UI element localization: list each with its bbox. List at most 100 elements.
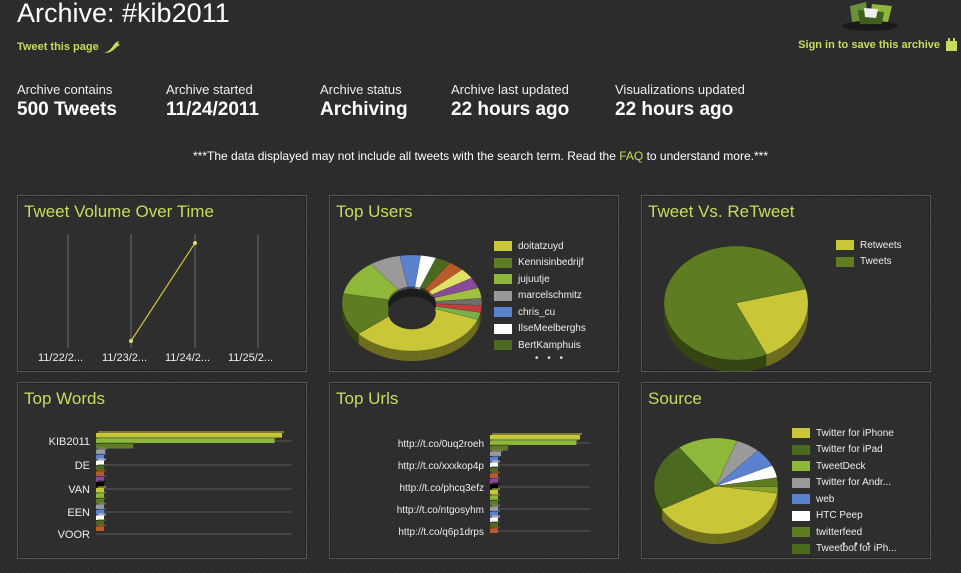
legend-label: doitatzuyd (518, 240, 564, 252)
word-label: VOOR (57, 529, 90, 541)
legend-label: IlseMeelberghs (518, 323, 586, 335)
bar (490, 446, 508, 451)
word-label: EEN (67, 507, 90, 519)
page-title: Archive: #kib2011 (17, 0, 230, 28)
legend-item: Retweets (836, 237, 902, 254)
legend-label: jujuutje (518, 273, 550, 285)
tweet-vs-retweet-legend: Retweets Tweets (836, 237, 902, 270)
legend-swatch (836, 256, 854, 267)
data-point (193, 241, 197, 245)
legend-swatch (792, 527, 810, 538)
bar-top (492, 493, 500, 496)
bar (490, 462, 498, 467)
legend-swatch (792, 543, 810, 554)
bar (96, 499, 104, 504)
legend-more[interactable]: • • • (842, 539, 874, 550)
stat-value: Archiving (320, 99, 408, 120)
url-label[interactable]: http://t.co/phcq3efz (399, 483, 485, 494)
legend-label: Kennisinbedrijf (518, 257, 584, 269)
legend-item: web (792, 491, 897, 508)
bar (96, 477, 104, 482)
url-label[interactable]: http://t.co/ntgosyhm (396, 505, 484, 516)
legend-item: Twitter for iPhone (792, 425, 897, 442)
url-label[interactable]: http://t.co/0uq2roeh (397, 439, 484, 450)
bird-icon (103, 41, 120, 53)
bar-top (492, 449, 504, 452)
legend-swatch (792, 428, 810, 439)
bar-top (98, 464, 106, 466)
bar (96, 521, 104, 526)
bar (96, 515, 104, 520)
bar (96, 493, 104, 498)
bar-top (492, 444, 510, 446)
bar (96, 482, 104, 487)
bar (490, 490, 498, 495)
pie-slice (399, 254, 422, 288)
stat-label: Archive last updated (451, 82, 569, 97)
bar-top (98, 442, 136, 444)
bar-top (492, 499, 500, 501)
top-users-legend: doitatzuyd Kennisinbedrijf jujuutje marcels… (494, 238, 586, 354)
panel-title: Source (648, 389, 702, 408)
notice-text-after: to understand more.*** (643, 149, 768, 163)
bar (490, 495, 498, 500)
bar (96, 504, 104, 509)
pie-slice (343, 263, 399, 301)
legend-label: TweetDeck (816, 460, 866, 472)
word-label: KIB2011 (48, 436, 90, 448)
url-label[interactable]: http://t.co/xxxkop4p (397, 461, 484, 472)
legend-swatch (792, 510, 810, 521)
legend-item: IlseMeelberghs (494, 321, 586, 338)
bar (490, 512, 498, 517)
pie-slice (661, 485, 778, 535)
panel-title: Top Urls (336, 389, 399, 408)
stat-value: 22 hours ago (451, 99, 570, 120)
legend-item: Twitter for iPad (792, 442, 897, 459)
bar-top (492, 504, 500, 507)
bar-top (492, 438, 579, 441)
legend-item: marcelschmitz (494, 288, 586, 305)
bar-top (98, 453, 106, 455)
pie-slice (678, 437, 738, 487)
pie-slice (715, 485, 779, 494)
faq-link[interactable]: FAQ (619, 149, 644, 163)
legend-label: BertKamphuis (518, 339, 581, 351)
save-icon (946, 38, 957, 51)
legend-swatch (494, 340, 512, 351)
legend-swatch (792, 494, 810, 505)
panel-source: Source Twitter for iPhone Twitter for iPa… (641, 382, 931, 559)
legend-item: TweetDeck (792, 458, 897, 475)
legend-label: HTC Peep (816, 510, 863, 522)
panel-top-words: Top Words KIB2011 DE VAN EEN VOOR (17, 382, 307, 559)
legend-label: Retweets (860, 239, 902, 251)
bar-top (492, 526, 500, 529)
bar-top (98, 524, 106, 527)
bar-top (98, 486, 106, 488)
legend-swatch (792, 461, 810, 472)
bar (96, 455, 104, 460)
bar-top (98, 519, 106, 521)
bar-top (492, 515, 500, 518)
tweet-volume-chart (67, 234, 259, 348)
legend-swatch (494, 274, 512, 285)
bar-top (98, 436, 277, 439)
bar (96, 466, 104, 471)
top-urls-chart (490, 433, 590, 533)
bar (96, 526, 104, 531)
bar-top (492, 433, 582, 435)
legend-item: Tweets (836, 254, 902, 271)
word-label: VAN (68, 484, 90, 496)
pie-hole-base (388, 296, 436, 330)
sign-in-link[interactable]: Sign in to save this archive (798, 38, 958, 52)
bar-top (492, 521, 500, 523)
bar-top (98, 431, 284, 433)
x-tick-label: 11/24/2... (165, 352, 211, 364)
legend-item: HTC Peep (792, 508, 897, 525)
bar (490, 457, 499, 462)
stat-vis-updated: Visualizations updated 22 hours ago (615, 82, 745, 121)
url-label[interactable]: http://t.co/q6p1drps (398, 527, 484, 538)
legend-swatch (494, 257, 512, 268)
panel-top-users: Top Users doitatzuyd Kennisinbedrijf jujuu… (329, 195, 619, 372)
tweet-this-page-link[interactable]: Tweet this page (17, 40, 121, 54)
legend-more[interactable]: • • • (535, 353, 567, 364)
